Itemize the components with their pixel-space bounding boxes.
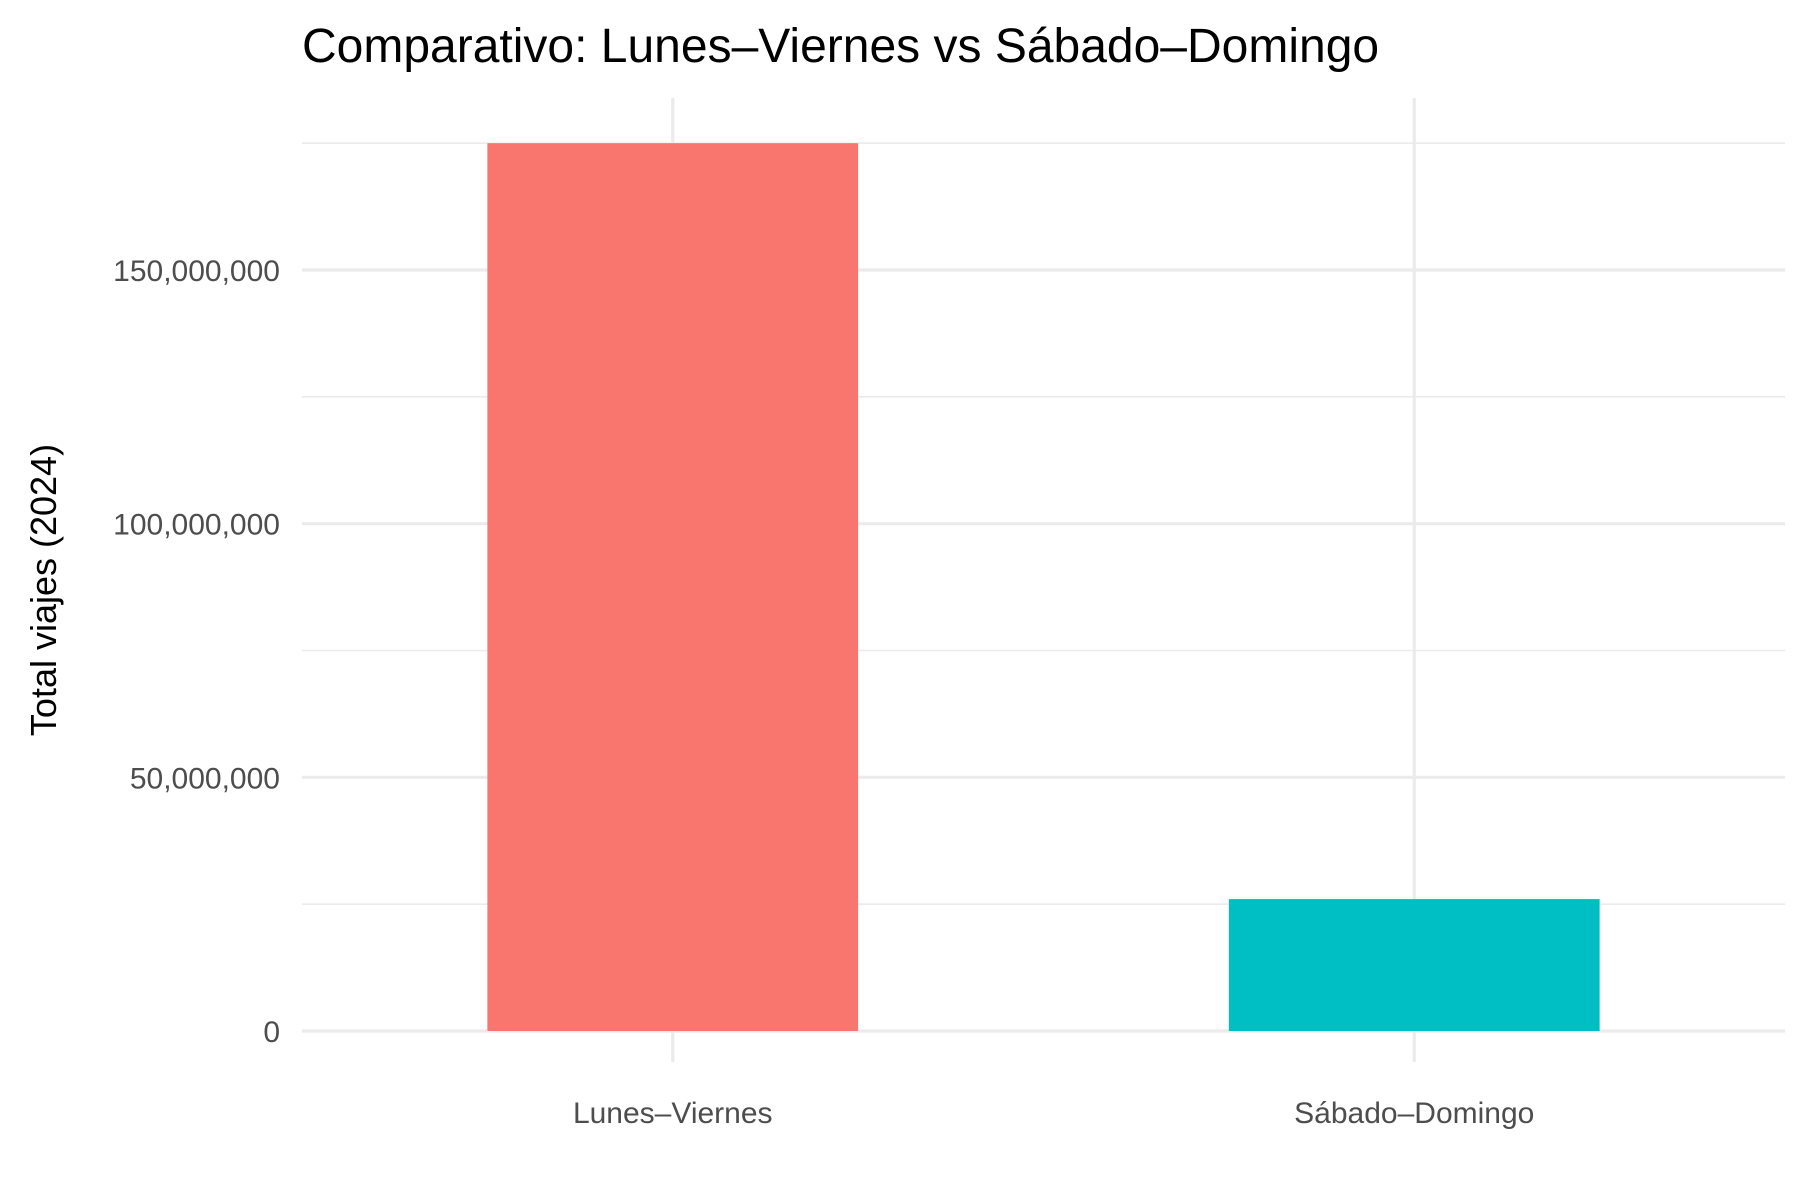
- y-tick-label: 150,000,000: [113, 255, 280, 288]
- chart-title: Comparativo: Lunes–Viernes vs Sábado–Dom…: [302, 20, 1379, 73]
- x-tick-label: Sábado–Domingo: [1294, 1097, 1534, 1130]
- y-tick-label: 50,000,000: [130, 762, 280, 795]
- bar-lunes-viernes: [487, 143, 859, 1031]
- bars: [487, 143, 1600, 1031]
- x-axis-ticks: Lunes–Viernes Sábado–Domingo: [573, 1097, 1534, 1130]
- bar-sabado-domingo: [1228, 899, 1600, 1031]
- x-tick-label: Lunes–Viernes: [573, 1097, 773, 1130]
- y-axis-ticks: 0 50,000,000 100,000,000 150,000,000: [113, 255, 280, 1049]
- y-tick-label: 100,000,000: [113, 509, 280, 542]
- y-tick-label: 0: [263, 1016, 280, 1049]
- y-axis-title: Total viajes (2024): [23, 444, 64, 736]
